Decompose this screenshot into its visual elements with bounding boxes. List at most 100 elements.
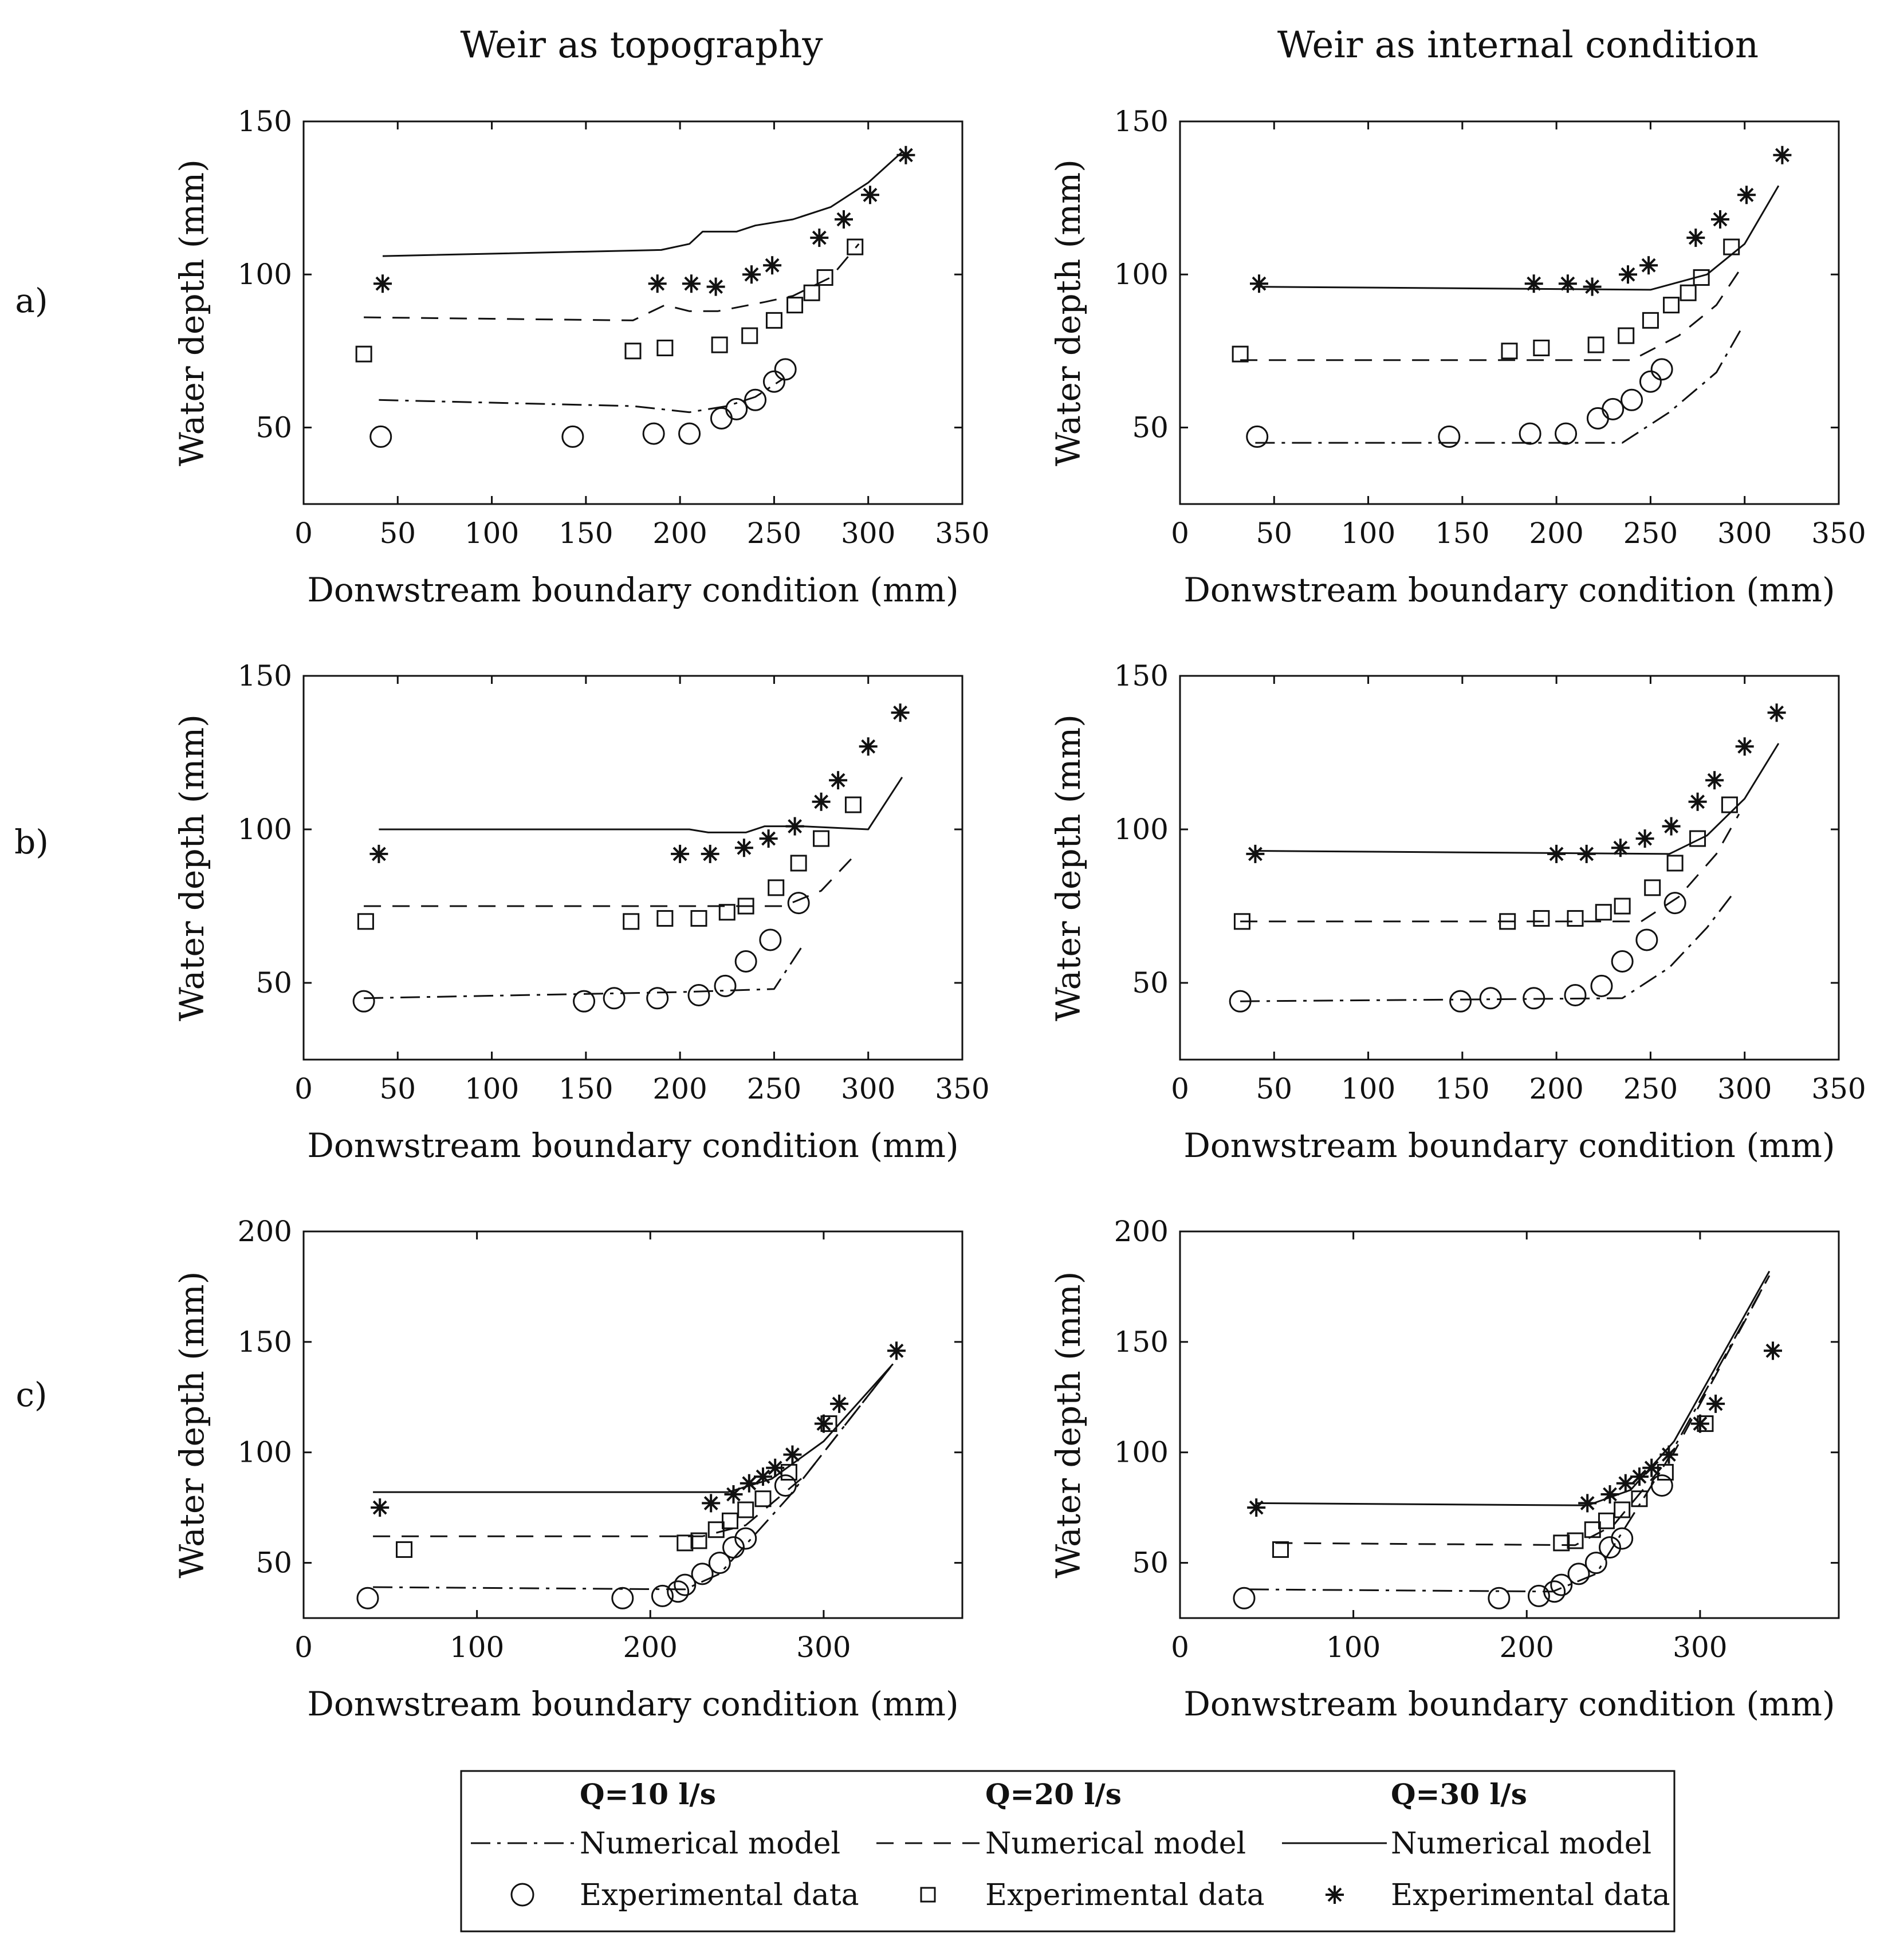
row-label-b: b) — [14, 822, 49, 861]
data-point-circle — [1479, 987, 1502, 1010]
star-stroke — [893, 705, 908, 720]
star-stroke — [1560, 276, 1575, 291]
x-tick-label: 50 — [1256, 1072, 1292, 1105]
data-point-star — [1688, 792, 1707, 811]
data-point-square — [1657, 1463, 1674, 1481]
data-point-circle — [734, 950, 757, 973]
data-point-circle — [1663, 892, 1686, 915]
star-stroke — [1739, 187, 1754, 202]
data-point-square — [816, 269, 833, 286]
star-stroke — [861, 739, 876, 754]
data-point-circle — [1650, 358, 1673, 381]
star-stroke — [1737, 739, 1752, 754]
data-point-circle — [759, 928, 782, 951]
model-line-dashdot — [1249, 1275, 1771, 1593]
y-tick-label: 150 — [1114, 1325, 1169, 1359]
x-tick-label: 300 — [841, 517, 895, 550]
data-point-circle — [674, 1573, 697, 1596]
column-title-internal: Weir as internal condition — [1277, 24, 1759, 66]
y-tick-label: 50 — [1132, 1546, 1169, 1580]
data-point-star — [648, 274, 667, 293]
data-point-circle — [1519, 422, 1541, 445]
x-tick-label: 200 — [1529, 517, 1583, 550]
data-point-circle — [611, 1587, 634, 1609]
star-stroke — [756, 1469, 770, 1484]
legend-q30-model-label: Numerical model — [1391, 1827, 1651, 1861]
data-point-square — [737, 898, 754, 915]
data-point-square — [1567, 910, 1584, 927]
legend-q30-heading: Q=30 l/s — [1391, 1777, 1527, 1811]
data-point-star — [810, 229, 829, 247]
star-stroke — [1644, 1461, 1659, 1475]
x-tick-label: 350 — [935, 517, 989, 550]
legend-q20-model-label: Numerical model — [985, 1827, 1246, 1861]
star-stroke — [1613, 840, 1628, 855]
data-point-star — [1706, 1394, 1725, 1413]
data-point-star — [701, 844, 719, 863]
x-tick-label: 50 — [379, 1072, 416, 1105]
star-stroke — [836, 212, 851, 227]
data-point-square — [768, 879, 785, 896]
x-tick-label: 150 — [1435, 1072, 1489, 1105]
x-tick-label: 300 — [796, 1631, 851, 1664]
data-point-square — [677, 1534, 694, 1552]
data-point-circle — [603, 987, 626, 1010]
y-tick-label: 50 — [255, 1546, 292, 1580]
data-point-star — [785, 817, 804, 836]
y-tick-label: 150 — [238, 659, 292, 692]
data-point-star — [754, 1467, 772, 1486]
data-point-square — [1666, 855, 1684, 872]
legend-q10-heading: Q=10 l/s — [580, 1777, 716, 1811]
data-point-circle — [1611, 1527, 1634, 1550]
plot-area-frame — [1179, 675, 1840, 1061]
star-stroke — [814, 794, 829, 809]
data-point-circle — [1621, 388, 1643, 411]
x-tick-label: 0 — [294, 517, 313, 550]
star-stroke — [1641, 258, 1656, 273]
data-point-circle — [687, 983, 710, 1006]
data-point-star — [682, 274, 701, 293]
star-stroke — [672, 847, 687, 861]
x-axis-label: Donwstream boundary condition (mm) — [307, 1685, 958, 1723]
data-point-square — [1499, 913, 1516, 930]
star-stroke — [816, 1416, 831, 1431]
data-point-circle — [1650, 1474, 1673, 1497]
data-point-square — [1642, 312, 1659, 329]
star-stroke — [1632, 1469, 1647, 1484]
star-stroke — [1249, 1500, 1264, 1515]
star-stroke — [1579, 847, 1594, 861]
star-stroke — [761, 831, 776, 846]
x-tick-label: 0 — [1171, 517, 1189, 550]
y-tick-label: 50 — [1132, 411, 1169, 444]
legend-q30-data-label: Experimental data — [1391, 1878, 1670, 1912]
star-stroke — [863, 187, 878, 202]
star-stroke — [788, 819, 803, 834]
data-point-star — [1764, 1341, 1782, 1360]
data-point-square — [754, 1490, 772, 1508]
data-point-square — [803, 284, 820, 301]
data-point-circle — [1584, 1552, 1607, 1575]
data-point-star — [1773, 145, 1792, 164]
data-point-circle — [691, 1563, 714, 1585]
data-point-star — [1711, 210, 1729, 229]
x-tick-label: 0 — [1171, 1631, 1189, 1664]
data-point-star — [1639, 256, 1658, 275]
x-tick-label: 100 — [1341, 517, 1395, 550]
data-point-square — [1644, 879, 1661, 896]
data-point-square — [1614, 1501, 1631, 1518]
data-point-square — [786, 297, 804, 314]
x-tick-label: 200 — [652, 517, 707, 550]
chart-panels: 0 50 100 150 200 250 300 350 50 100 150 Donwstream … — [172, 105, 1866, 1723]
data-point-square — [790, 855, 807, 872]
chart-panel-a-internal: 0 50 100 150 200 250 300 350 50 100 150 Donwstream … — [1049, 105, 1866, 609]
data-point-star — [1524, 274, 1543, 293]
data-point-circle — [1438, 425, 1461, 448]
x-tick-label: 150 — [559, 1072, 613, 1105]
data-point-star — [1737, 186, 1756, 204]
data-point-circle — [1590, 974, 1613, 997]
x-tick-label: 0 — [294, 1631, 313, 1664]
data-point-star — [766, 1458, 785, 1477]
data-point-circle — [1564, 983, 1587, 1006]
x-tick-label: 250 — [747, 517, 801, 550]
data-point-star — [829, 771, 848, 790]
